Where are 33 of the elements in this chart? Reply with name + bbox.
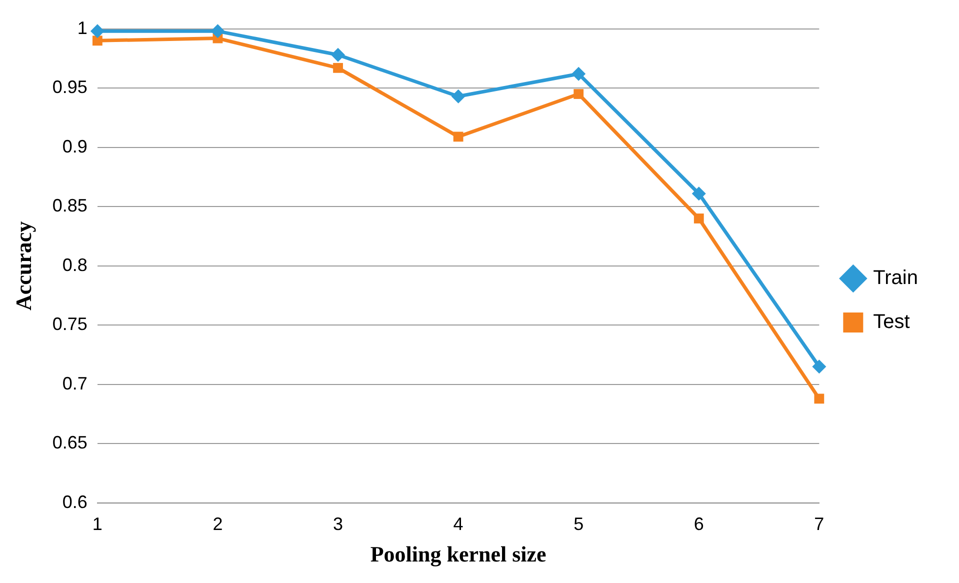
legend-label: Test <box>873 311 910 334</box>
x-axis-title: Pooling kernel size <box>370 541 547 566</box>
point <box>812 360 826 374</box>
y-tick-label: 0.85 <box>52 196 88 216</box>
point <box>574 89 584 99</box>
y-tick-label: 0.95 <box>52 77 88 98</box>
x-tick-label: 3 <box>333 514 344 534</box>
x-tick-label: 4 <box>453 514 464 534</box>
x-tick-label: 2 <box>212 514 223 534</box>
y-tick-label: 0.7 <box>62 373 88 394</box>
x-tick-label: 5 <box>574 514 584 534</box>
point <box>333 62 343 73</box>
point <box>572 66 586 81</box>
point <box>814 394 824 404</box>
point <box>453 132 464 142</box>
y-tick-label: 0.9 <box>62 136 88 156</box>
y-tick-label: 1 <box>77 18 88 38</box>
point <box>694 214 704 224</box>
y-axis-title: Accuracy <box>10 221 36 310</box>
y-tick-label: 0.6 <box>62 492 88 512</box>
x-tick-label: 7 <box>814 514 824 534</box>
x-tick-label: 6 <box>694 514 704 534</box>
y-tick-label: 0.75 <box>52 314 88 334</box>
legend-label: Train <box>873 267 918 290</box>
point <box>210 24 225 38</box>
point <box>331 48 346 62</box>
x-tick-label: 1 <box>92 514 102 534</box>
point <box>692 186 706 201</box>
point <box>92 36 102 46</box>
y-tick-label: 0.8 <box>62 254 88 275</box>
point <box>90 24 104 38</box>
point <box>451 89 466 104</box>
y-tick-label: 0.65 <box>52 432 88 453</box>
